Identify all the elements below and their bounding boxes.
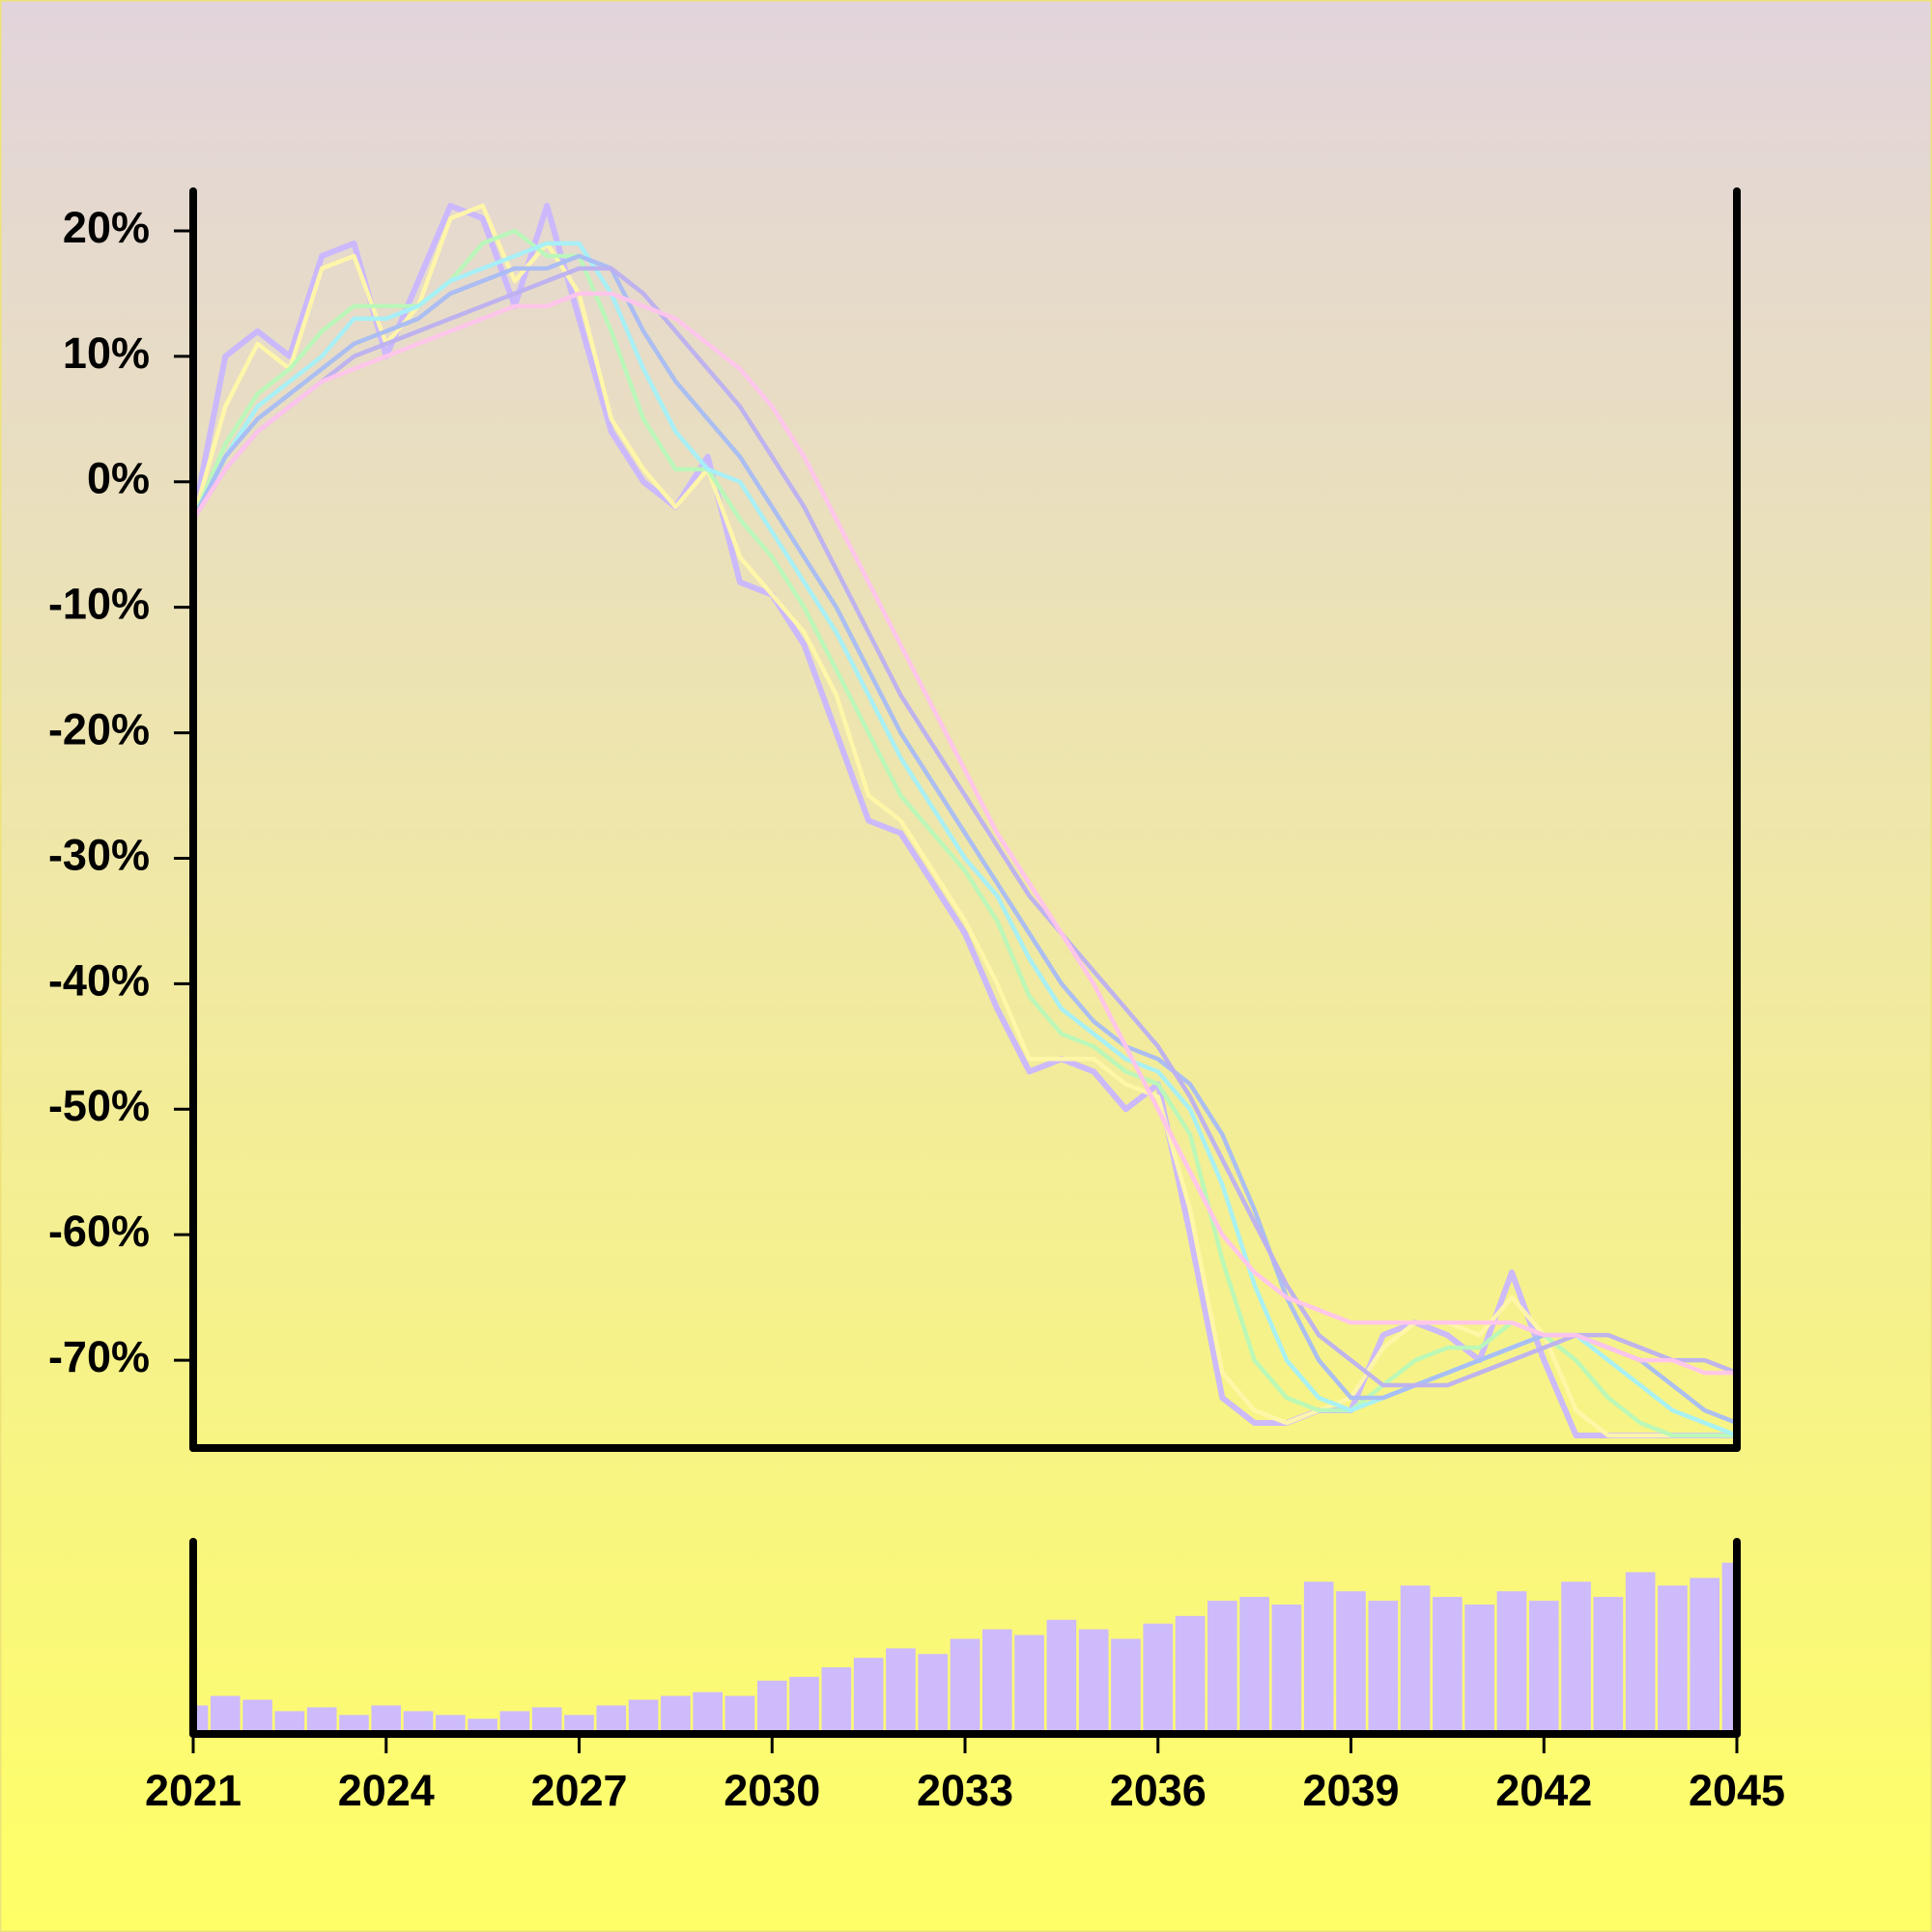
volume-bar xyxy=(1078,1629,1109,1734)
volume-bar xyxy=(918,1654,949,1734)
volume-bar xyxy=(724,1695,755,1734)
y-tick-label: -20% xyxy=(48,704,150,753)
volume-bar xyxy=(306,1707,337,1734)
volume-bar xyxy=(564,1715,594,1734)
plot-area xyxy=(193,1562,1737,1734)
y-tick-label: -70% xyxy=(48,1332,150,1381)
x-tick-label: 2036 xyxy=(1110,1766,1207,1815)
volume-bar xyxy=(531,1707,562,1734)
x-tick-label: 2042 xyxy=(1495,1766,1592,1815)
y-tick-label: -50% xyxy=(48,1081,150,1130)
volume-bar xyxy=(1014,1634,1044,1734)
volume-bar xyxy=(1303,1581,1334,1734)
volume-bar xyxy=(1239,1597,1269,1734)
volume-bar xyxy=(210,1695,241,1734)
volume-bar xyxy=(1143,1623,1174,1734)
volume-bar xyxy=(853,1658,884,1734)
y-tick-label: 20% xyxy=(63,203,150,252)
x-tick-label: 2039 xyxy=(1302,1766,1399,1815)
volume-bar xyxy=(1528,1601,1559,1734)
y-tick-label: -10% xyxy=(48,580,150,629)
volume-bar xyxy=(596,1705,627,1734)
y-tick-label: -30% xyxy=(48,830,150,879)
volume-bar xyxy=(886,1648,916,1734)
volume-bar xyxy=(1175,1615,1206,1734)
volume-bar xyxy=(1433,1597,1463,1734)
y-tick-label: 10% xyxy=(63,328,150,378)
plot-area xyxy=(193,203,1737,1438)
volume-bar xyxy=(371,1705,402,1734)
volume-bar xyxy=(242,1699,272,1734)
x-tick-label: 2021 xyxy=(145,1766,242,1815)
volume-bar xyxy=(1593,1597,1624,1734)
volume-bar xyxy=(661,1695,691,1734)
volume-bar xyxy=(274,1711,305,1734)
x-tick-label: 2033 xyxy=(917,1766,1013,1815)
volume-bar xyxy=(1625,1572,1656,1734)
y-tick-label: 0% xyxy=(87,454,150,503)
volume-bar xyxy=(499,1711,530,1734)
volume-bar xyxy=(1561,1581,1591,1734)
volume-bar xyxy=(628,1699,659,1734)
volume-bar xyxy=(1111,1638,1141,1734)
volume-bar xyxy=(403,1711,434,1734)
volume-bar xyxy=(693,1691,723,1734)
series-line xyxy=(193,266,1737,1388)
volume-bar xyxy=(1464,1605,1494,1734)
volume-bar xyxy=(1368,1601,1399,1734)
y-tick-label: -60% xyxy=(48,1207,150,1256)
x-tick-label: 2045 xyxy=(1689,1766,1785,1815)
volume-bar xyxy=(1271,1605,1302,1734)
volume-bar xyxy=(981,1629,1012,1734)
volume-bar xyxy=(789,1676,819,1734)
volume-bar xyxy=(1400,1585,1431,1734)
y-tick-label: -40% xyxy=(48,955,150,1005)
volume-bar xyxy=(1690,1577,1720,1734)
series-line xyxy=(193,291,1737,1376)
volume-bar xyxy=(821,1667,852,1734)
x-tick-label: 2024 xyxy=(338,1766,435,1815)
volume-bar xyxy=(1336,1591,1366,1734)
series-line xyxy=(193,203,1737,1438)
volume-bar xyxy=(1658,1585,1688,1734)
volume-bar xyxy=(950,1638,980,1734)
x-tick-label: 2030 xyxy=(724,1766,820,1815)
x-tick-label: 2027 xyxy=(530,1766,627,1815)
volume-bar xyxy=(339,1715,369,1734)
volume-bar xyxy=(436,1715,466,1734)
volume-bar xyxy=(1208,1601,1237,1734)
volume-bar xyxy=(1046,1619,1077,1734)
volume-bar xyxy=(756,1680,787,1734)
volume-bar xyxy=(1496,1591,1527,1734)
series-line xyxy=(193,253,1737,1426)
